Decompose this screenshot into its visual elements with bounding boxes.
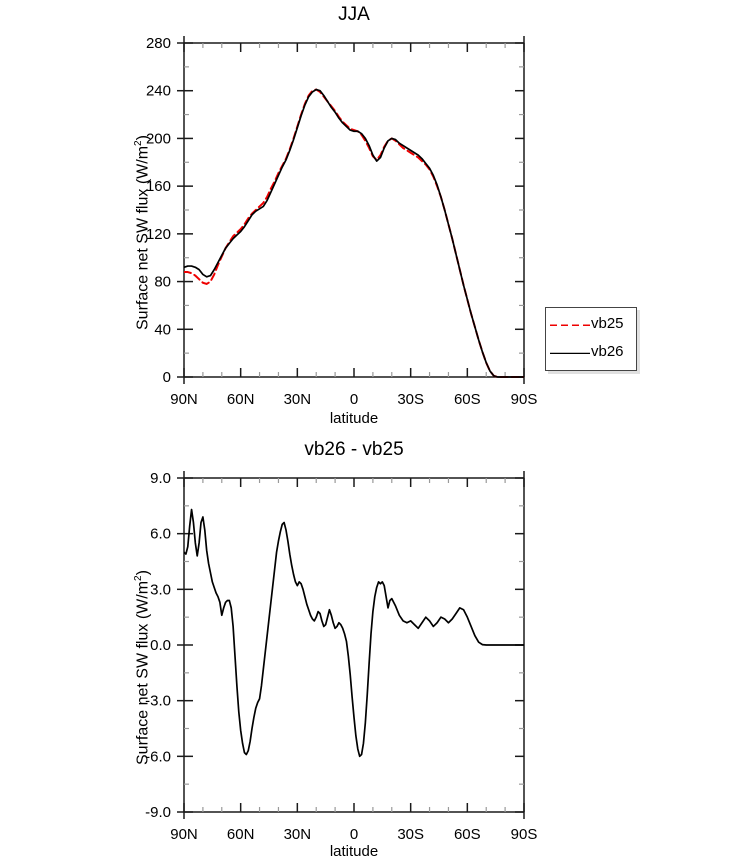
chart-panel-bottom: vb26 - vb25 Surface net SW flux (W/m2) l… (0, 432, 733, 865)
x-tick-label: 90N (170, 826, 198, 843)
series-line-vb25 (184, 88, 524, 378)
x-tick-label: 0 (350, 826, 358, 843)
series-line-vb26---vb25 (184, 508, 524, 758)
y-tick-label: 240 (146, 83, 171, 100)
x-axis-label-bottom: latitude (329, 843, 379, 860)
x-tick-label: 30S (397, 391, 424, 408)
y-tick-label: -6.0 (145, 748, 171, 765)
legend-swatch-vb25 (550, 324, 590, 326)
y-tick-label: 3.0 (150, 581, 171, 598)
x-tick-label: 60N (227, 826, 255, 843)
legend-label-vb25: vb25 (591, 315, 624, 332)
x-axis-label-top: latitude (329, 410, 379, 427)
legend-swatch-vb26 (550, 352, 590, 354)
y-tick-label: 120 (146, 226, 171, 243)
y-tick-label: -9.0 (145, 804, 171, 821)
plot-area-top: 90N 60N 30N 0 30S 60S 90S 280 240 200 160 120 80 40 0 (146, 35, 538, 408)
y-tick-label: -3.0 (145, 693, 171, 710)
y-tick-label: 40 (154, 321, 171, 338)
legend-entry-vb26: vb26 (546, 340, 636, 366)
legend-entry-vb25: vb25 (546, 312, 636, 338)
y-tick-label: 80 (154, 274, 171, 291)
x-tick-label: 60S (454, 826, 481, 843)
x-tick-label: 90S (511, 826, 538, 843)
x-tick-label: 60N (227, 391, 255, 408)
x-tick-label: 60S (454, 391, 481, 408)
plot-area-bottom: 90N 60N 30N 0 30S 60S 90S 9.0 6.0 3.0 0.0 -3.0 -6.0 -… (145, 470, 538, 843)
y-tick-label: 0 (163, 369, 171, 386)
legend-label-vb26: vb26 (591, 343, 624, 360)
y-tick-label: 0.0 (150, 637, 171, 654)
y-tick-label: 280 (146, 35, 171, 52)
y-tick-label: 200 (146, 130, 171, 147)
series-line-vb26 (184, 88, 524, 378)
y-tick-label: 6.0 (150, 526, 171, 543)
y-tick-label: 160 (146, 178, 171, 195)
x-tick-label: 0 (350, 391, 358, 408)
x-tick-label: 90N (170, 391, 198, 408)
chart-title-bottom: vb26 - vb25 (304, 439, 404, 460)
y-tick-label: 9.0 (150, 470, 171, 487)
x-tick-label: 30N (284, 826, 312, 843)
x-tick-label: 30S (397, 826, 424, 843)
x-tick-label: 30N (284, 391, 312, 408)
chart-panel-top: JJA Surface net SW flux (W/m2) latitude … (0, 0, 733, 432)
legend-top: vb25 vb26 (545, 307, 637, 371)
x-tick-label: 90S (511, 391, 538, 408)
chart-title-top: JJA (338, 4, 370, 25)
